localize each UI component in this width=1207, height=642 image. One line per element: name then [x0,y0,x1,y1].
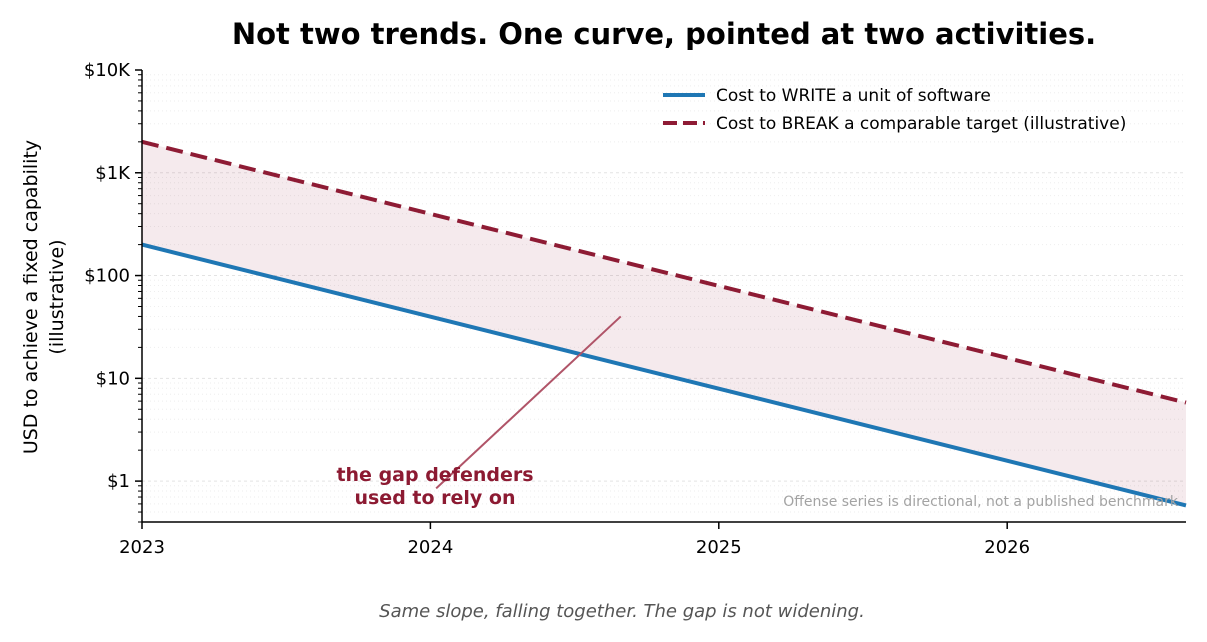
annotation-line-1: the gap defenders [336,464,533,486]
x-tick-label: 2024 [407,537,453,558]
chart-caption: Same slope, falling together. The gap is… [379,601,865,622]
x-axis-ticks: 2023 2024 2025 2026 [119,522,1030,558]
benchmark-note: Offense series is directional, not a pub… [783,494,1179,510]
y-tick-label: $100 [84,266,130,287]
chart-title: Not two trends. One curve, pointed at tw… [232,17,1096,51]
series-line-break [141,139,1187,405]
legend: Cost to WRITE a unit of software Cost to… [663,86,1126,134]
y-tick-label: $1K [95,163,131,184]
y-axis-label: USD to achieve a fixed capability (illus… [20,140,68,454]
y-axis-ticks: $1 $10 $100 $1K $10K [84,60,142,523]
y-tick-label: $10 [96,368,130,389]
y-tick-label: $10K [84,60,131,81]
x-tick-label: 2025 [696,537,742,558]
x-tick-label: 2023 [119,537,165,558]
x-tick-label: 2026 [984,537,1030,558]
major-gridlines [142,172,1186,482]
gap-shaded-region [142,141,1186,506]
legend-label-break: Cost to BREAK a comparable target (illus… [716,114,1126,134]
annotation-line-2: used to rely on [354,487,515,509]
y-axis-label-line-2: (illustrative) [46,239,68,354]
axes [141,70,1186,523]
y-axis-label-line-1: USD to achieve a fixed capability [20,140,42,454]
series-line-write [141,242,1187,508]
annotation-text: the gap defenders used to rely on [336,464,533,509]
legend-label-write: Cost to WRITE a unit of software [716,86,991,106]
annotation-arrow [435,315,622,490]
series-lines [141,139,1187,508]
y-tick-label: $1 [107,471,130,492]
